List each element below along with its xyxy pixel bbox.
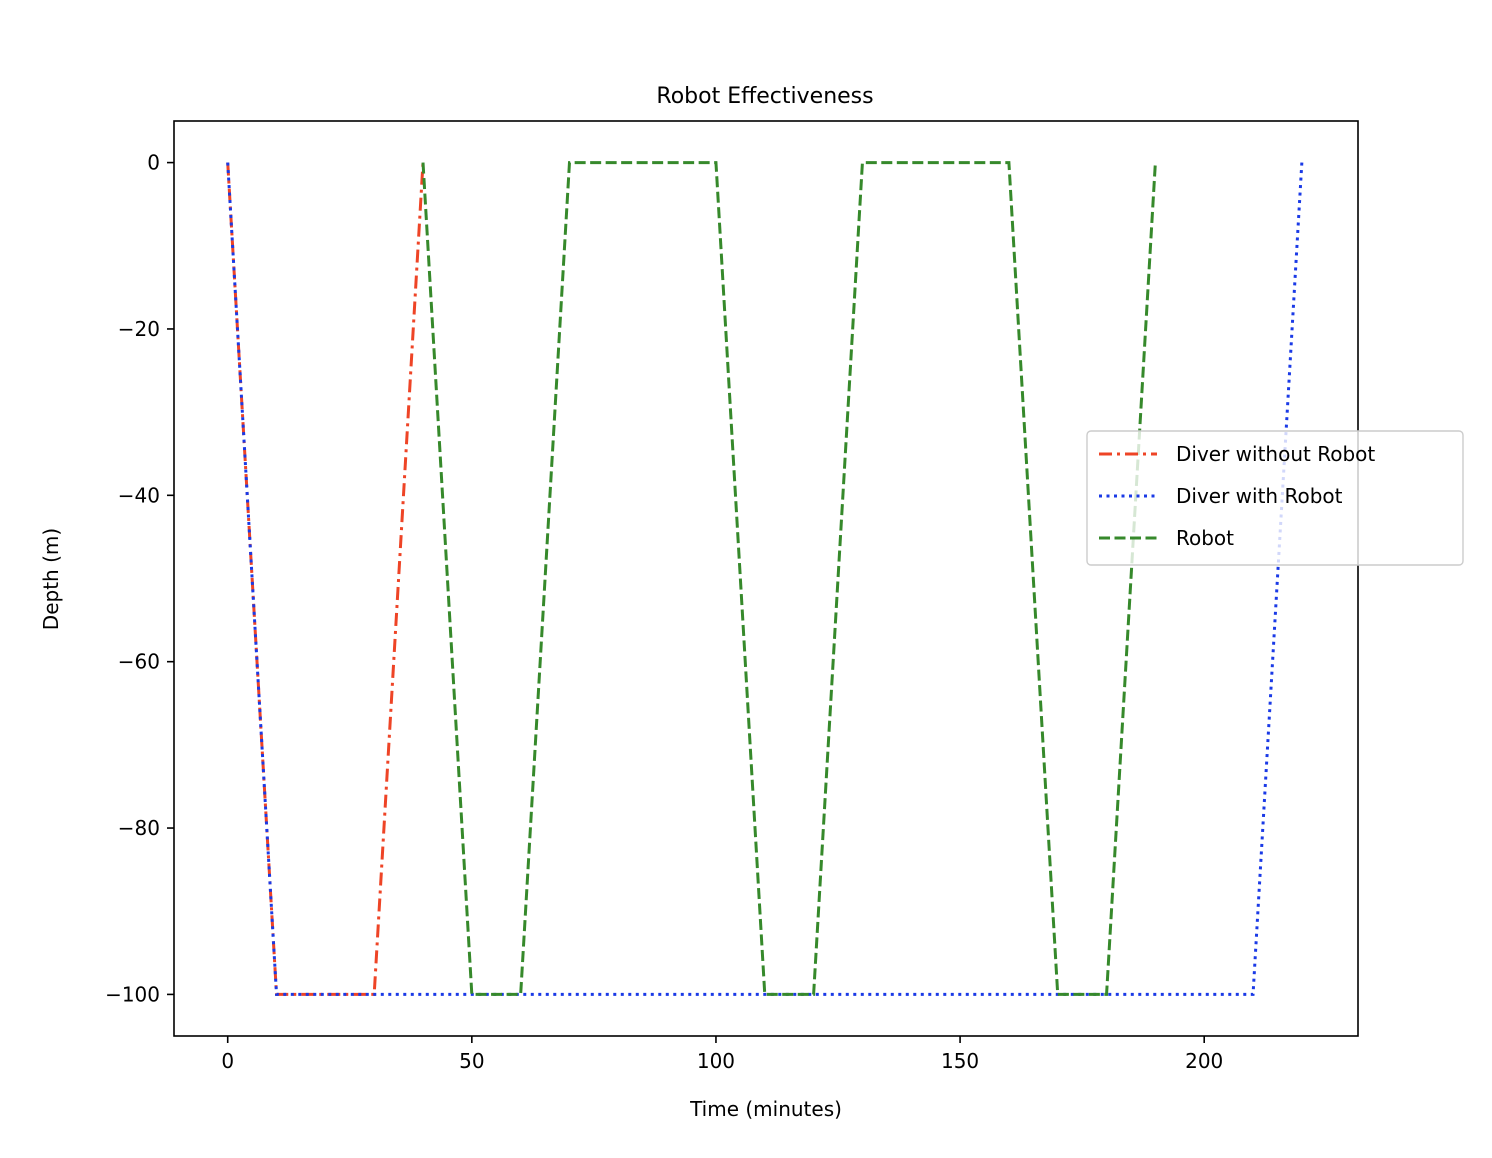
plot-area [226, 161, 1304, 996]
x-tick-label: 150 [941, 1049, 979, 1073]
legend: Diver without Robot Diver with Robot Robot [1086, 430, 1464, 566]
x-tick-label: 0 [221, 1049, 234, 1073]
y-axis: 0 −20 −40 −60 −80 −100 [105, 151, 174, 1006]
y-axis-label: Depth (m) [39, 528, 63, 630]
x-tick-label: 100 [697, 1049, 735, 1073]
series-line-2 [421, 161, 1157, 996]
x-tick-label: 200 [1185, 1049, 1223, 1073]
y-tick-label: −20 [118, 317, 160, 341]
legend-label-1: Diver with Robot [1176, 484, 1343, 508]
y-tick-label: −100 [105, 982, 160, 1006]
x-tick-label: 50 [459, 1049, 484, 1073]
y-tick-label: −60 [118, 650, 160, 674]
x-axis-label: Time (minutes) [689, 1097, 842, 1121]
legend-label-2: Robot [1176, 526, 1234, 550]
y-tick-label: 0 [147, 151, 160, 175]
y-tick-label: −40 [118, 483, 160, 507]
series-line-1 [226, 162, 1304, 996]
y-tick-label: −80 [118, 816, 160, 840]
x-axis: 0 50 100 150 200 [221, 1036, 1223, 1073]
legend-label-0: Diver without Robot [1176, 442, 1375, 466]
legend-box [1086, 430, 1464, 566]
chart-title: Robot Effectiveness [656, 84, 873, 109]
plot-frame [173, 120, 1359, 1037]
series-line-0 [226, 162, 425, 996]
